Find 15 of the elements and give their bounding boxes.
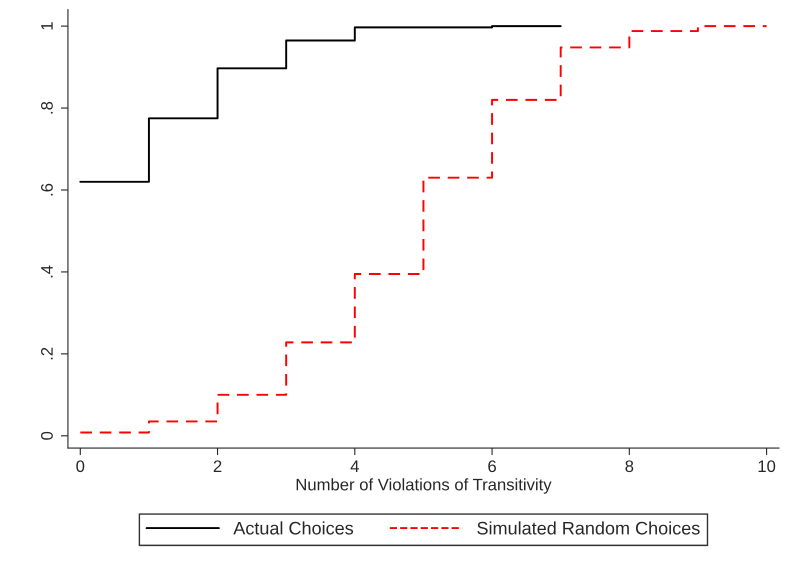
- x-axis-title: Number of Violations of Transitivity: [296, 478, 552, 494]
- x-tick-label: 6: [488, 460, 496, 472]
- y-tick-label: .8: [41, 102, 53, 114]
- x-tick-label: 0: [76, 460, 84, 472]
- legend-label: Actual Choices: [233, 521, 354, 535]
- y-tick-label: .6: [41, 184, 53, 196]
- y-tick-label: 1: [41, 22, 53, 30]
- x-tick-label: 10: [758, 460, 776, 472]
- x-tick-label: 4: [350, 460, 359, 472]
- x-tick-label: 8: [625, 460, 634, 472]
- y-tick-label: .2: [41, 348, 53, 360]
- y-tick-label: 0: [41, 432, 53, 440]
- x-tick-label: 2: [214, 460, 222, 472]
- legend-label: Simulated Random Choices: [477, 521, 700, 535]
- y-tick-label: .4: [41, 265, 53, 278]
